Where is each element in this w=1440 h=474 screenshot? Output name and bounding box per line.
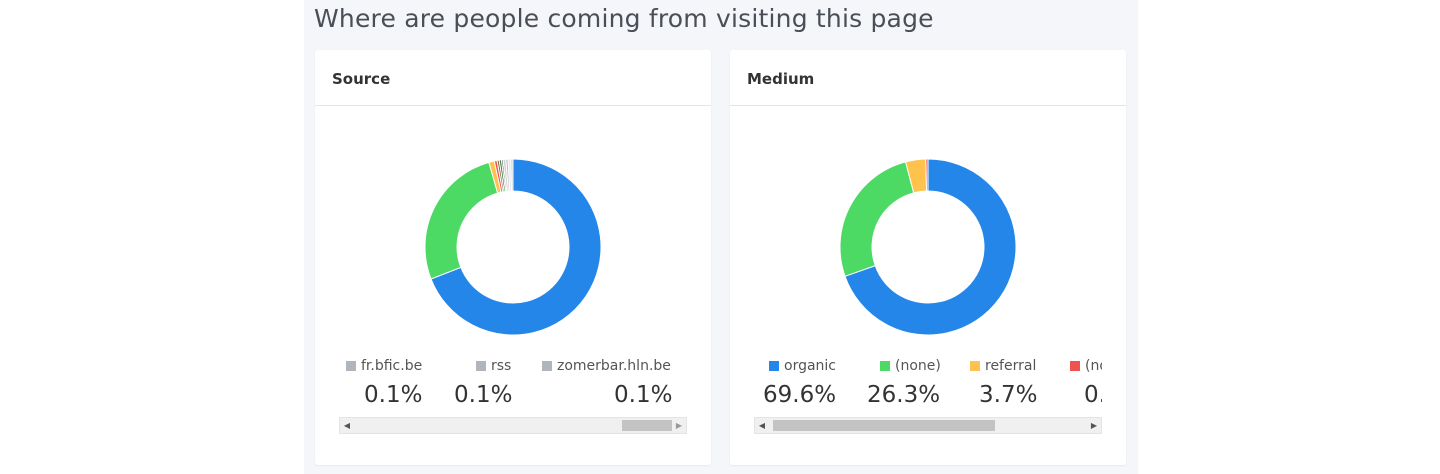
legend-label-referral: referral [985, 358, 1037, 374]
donut-slice-10[interactable] [510, 158, 514, 192]
legend-label-zomerbar: zomerbar.hln.be [557, 358, 671, 374]
medium-legend: organic 69.6% (none) 26.3% referral 3.7%… [754, 352, 1102, 418]
legend-swatch [970, 361, 980, 371]
donut-slice-1[interactable] [839, 161, 915, 277]
legend-value-none: 26.3% [867, 382, 941, 408]
donut-slice-0[interactable] [430, 158, 602, 336]
source-card-title: Source [315, 50, 711, 106]
scroll-left-arrow-icon[interactable]: ◀ [343, 421, 351, 430]
scroll-left-arrow-icon[interactable]: ◀ [758, 421, 766, 430]
scroll-thumb[interactable] [622, 420, 672, 431]
source-donut-chart [424, 158, 602, 336]
legend-label-none: (none) [895, 358, 941, 374]
legend-label-no: (no [1085, 358, 1102, 374]
source-legend: fr.bfic.be 0.1% rss 0.1% zomerbar.hln.be… [339, 352, 687, 418]
medium-card-title: Medium [730, 50, 1126, 106]
source-card: Source fr.bfic.be 0.1% rss 0.1% zomerbar… [315, 50, 711, 465]
legend-value-rss: 0.1% [454, 382, 513, 408]
legend-label-fr-bfic: fr.bfic.be [361, 358, 423, 374]
legend-swatch [769, 361, 779, 371]
scroll-right-arrow-icon[interactable]: ▶ [675, 421, 683, 430]
source-legend-scrollbar[interactable]: ◀ ▶ [339, 417, 687, 434]
legend-value-fr-bfic: 0.1% [364, 382, 423, 408]
legend-swatch [1070, 361, 1080, 371]
medium-legend-scrollbar[interactable]: ◀ ▶ [754, 417, 1102, 434]
legend-value-organic: 69.6% [763, 382, 837, 408]
scroll-thumb[interactable] [773, 420, 995, 431]
legend-swatch [346, 361, 356, 371]
legend-value-referral: 3.7% [979, 382, 1038, 408]
legend-label-organic: organic [784, 358, 837, 374]
page-title: Where are people coming from visiting th… [314, 4, 934, 33]
legend-label-rss: rss [491, 358, 512, 374]
traffic-sources-panel: Where are people coming from visiting th… [304, 0, 1138, 474]
legend-value-zomerbar: 0.1% [614, 382, 673, 408]
legend-swatch [880, 361, 890, 371]
donut-slice-0[interactable] [844, 158, 1017, 336]
donut-slice-1[interactable] [424, 161, 499, 280]
legend-swatch [476, 361, 486, 371]
medium-card: Medium organic 69.6% (none) 26.3% referr… [730, 50, 1126, 465]
donut-slice-3[interactable] [925, 158, 929, 192]
legend-swatch [542, 361, 552, 371]
scroll-right-arrow-icon[interactable]: ▶ [1090, 421, 1098, 430]
medium-donut-chart [839, 158, 1017, 336]
legend-value-no: 0. [1084, 382, 1102, 408]
